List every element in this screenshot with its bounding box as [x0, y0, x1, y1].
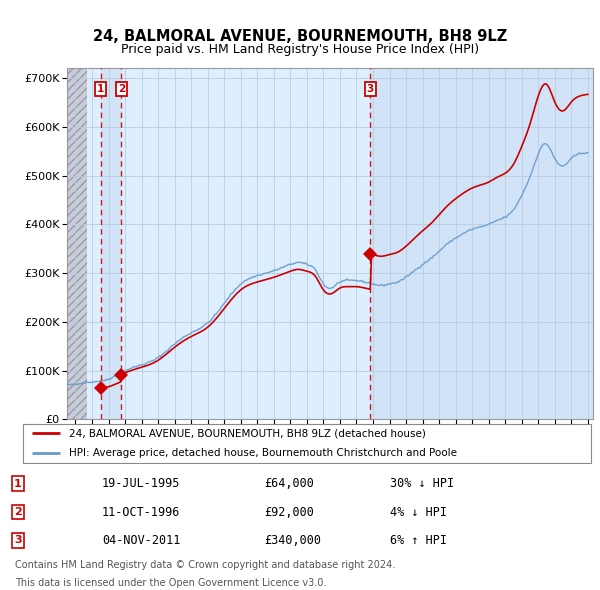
Text: 24, BALMORAL AVENUE, BOURNEMOUTH, BH8 9LZ: 24, BALMORAL AVENUE, BOURNEMOUTH, BH8 9L…: [93, 30, 507, 44]
Text: Price paid vs. HM Land Registry's House Price Index (HPI): Price paid vs. HM Land Registry's House …: [121, 42, 479, 55]
Text: £92,000: £92,000: [264, 506, 314, 519]
Text: £340,000: £340,000: [264, 534, 321, 547]
Text: 04-NOV-2011: 04-NOV-2011: [102, 534, 181, 547]
Text: 24, BALMORAL AVENUE, BOURNEMOUTH, BH8 9LZ (detached house): 24, BALMORAL AVENUE, BOURNEMOUTH, BH8 9L…: [69, 428, 426, 438]
Text: 2: 2: [14, 507, 22, 517]
FancyBboxPatch shape: [23, 424, 591, 463]
Bar: [101, 68, 121, 419]
Bar: [67, 68, 87, 419]
Bar: [370, 68, 593, 419]
Text: 30% ↓ HPI: 30% ↓ HPI: [390, 477, 454, 490]
Text: 3: 3: [14, 535, 22, 545]
Text: 3: 3: [367, 84, 374, 94]
Text: 1: 1: [14, 479, 22, 489]
Text: £64,000: £64,000: [264, 477, 314, 490]
Text: HPI: Average price, detached house, Bournemouth Christchurch and Poole: HPI: Average price, detached house, Bour…: [69, 448, 457, 458]
Text: 6% ↑ HPI: 6% ↑ HPI: [390, 534, 447, 547]
Text: This data is licensed under the Open Government Licence v3.0.: This data is licensed under the Open Gov…: [15, 578, 326, 588]
Text: 4% ↓ HPI: 4% ↓ HPI: [390, 506, 447, 519]
Text: 19-JUL-1995: 19-JUL-1995: [102, 477, 181, 490]
Text: 11-OCT-1996: 11-OCT-1996: [102, 506, 181, 519]
Text: Contains HM Land Registry data © Crown copyright and database right 2024.: Contains HM Land Registry data © Crown c…: [15, 560, 395, 571]
Text: 1: 1: [97, 84, 104, 94]
Text: 2: 2: [118, 84, 125, 94]
